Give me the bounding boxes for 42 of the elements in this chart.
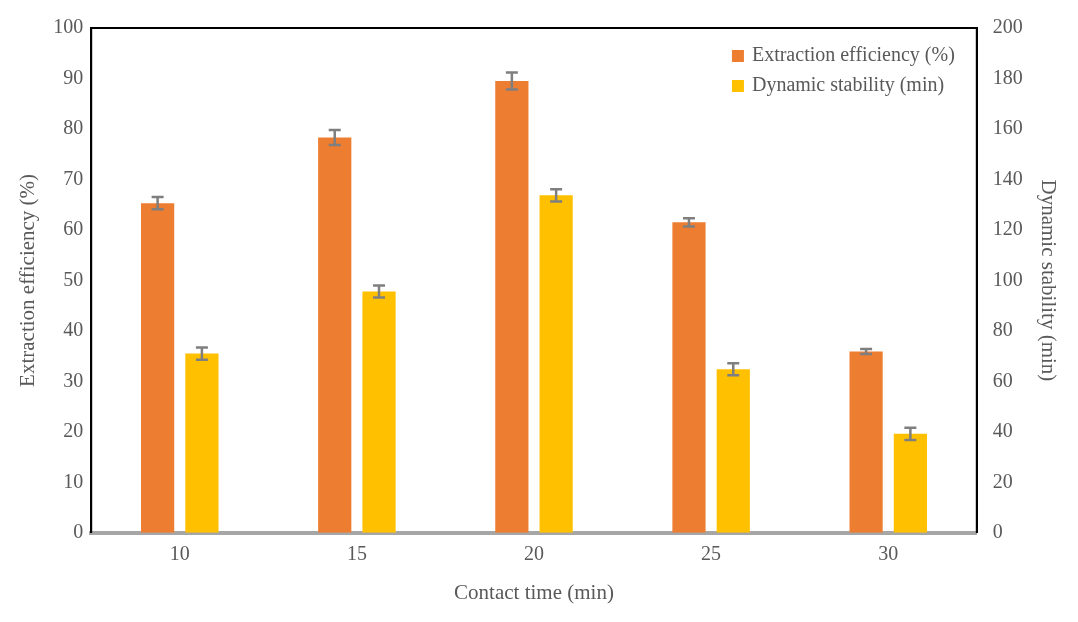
legend-label: Extraction efficiency (%) (751, 43, 955, 67)
bar (185, 353, 219, 533)
y-tick-label: 30 (63, 368, 84, 391)
y2-tick-label: 20 (992, 469, 1013, 492)
x-tick-label: 20 (524, 542, 544, 565)
bar (141, 203, 175, 533)
y2-tick-label: 100 (992, 267, 1023, 290)
y-tick-label: 60 (63, 217, 84, 240)
y-tick-label: 20 (63, 419, 84, 442)
x-axis-title: Contact time (min) (454, 579, 614, 604)
legend-label: Dynamic stability (min) (751, 73, 945, 97)
y-tick-label: 70 (63, 166, 84, 189)
x-tick-label: 15 (346, 542, 367, 565)
bar (849, 351, 883, 533)
y-tick-label: 40 (63, 318, 84, 341)
y2-tick-label: 40 (992, 419, 1013, 442)
y2-axis-title: Dynamic stability (min) (1036, 179, 1061, 382)
x-tick-label: 10 (169, 542, 190, 565)
y2-tick-label: 200 (992, 15, 1023, 38)
y2-tick-label: 80 (992, 318, 1013, 341)
y-tick-label: 80 (63, 116, 84, 139)
y-tick-label: 90 (63, 65, 84, 88)
y2-tick-label: 0 (992, 520, 1003, 543)
bar (539, 195, 573, 533)
bar (893, 433, 927, 533)
y-tick-label: 100 (53, 15, 84, 38)
y2-tick-label: 140 (992, 166, 1023, 189)
y-tick-label: 0 (73, 520, 84, 543)
y2-tick-label: 160 (992, 116, 1023, 139)
x-tick-label: 30 (878, 542, 899, 565)
y-tick-label: 10 (63, 469, 84, 492)
y2-tick-label: 120 (992, 217, 1023, 240)
bar (362, 291, 396, 533)
y-axis-title: Extraction efficiency (%) (15, 173, 40, 387)
bar (495, 81, 529, 533)
bar (672, 222, 706, 533)
x-tick-label: 25 (701, 542, 722, 565)
bar (318, 137, 352, 533)
y-tick-label: 50 (63, 267, 84, 290)
y2-tick-label: 60 (992, 368, 1013, 391)
y2-tick-label: 180 (992, 65, 1023, 88)
bar (716, 369, 750, 533)
